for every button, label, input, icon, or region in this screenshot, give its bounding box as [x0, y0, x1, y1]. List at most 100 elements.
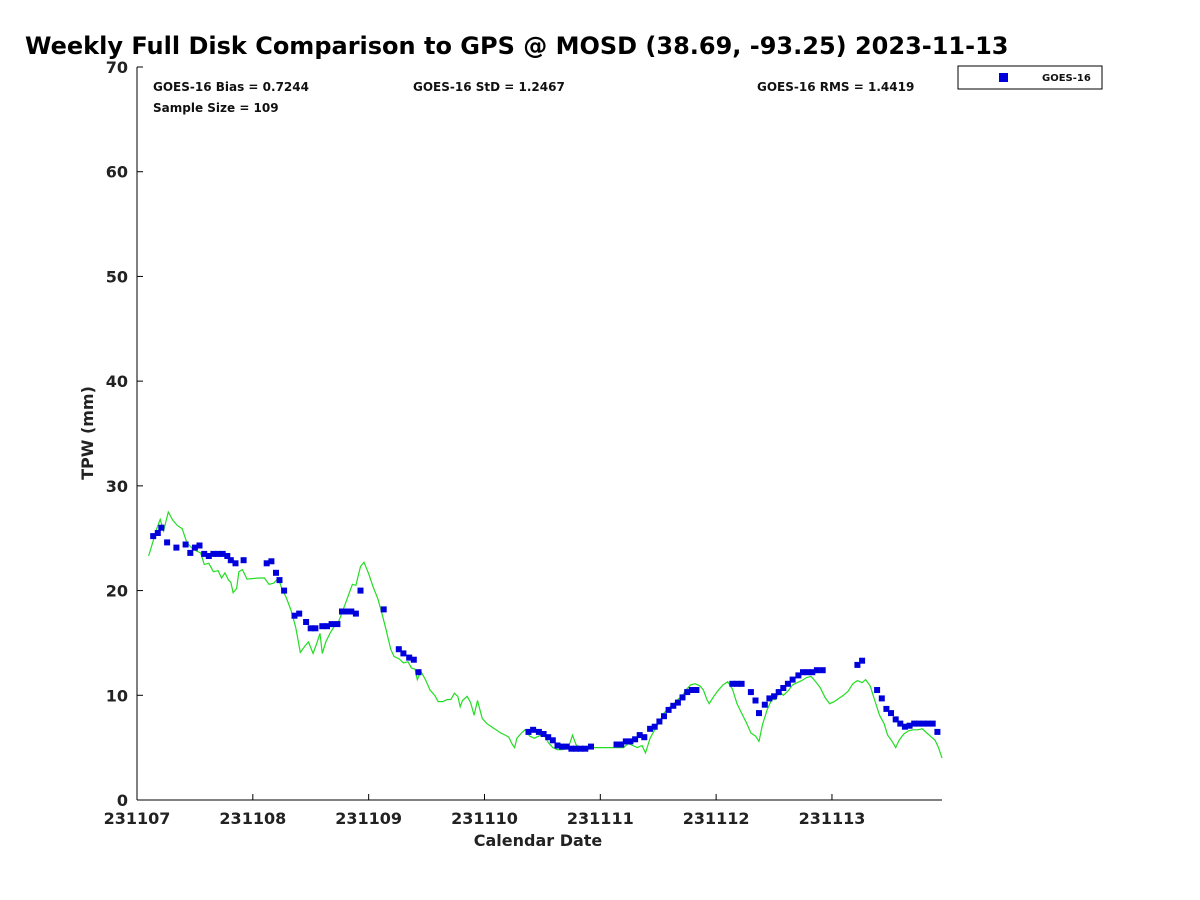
goes16-data-point: [191, 544, 198, 551]
chart-title: Weekly Full Disk Comparison to GPS @ MOS…: [25, 32, 1008, 60]
goes16-data-point: [688, 687, 695, 693]
goes16-data-point: [324, 623, 330, 630]
goes16-data-point: [210, 550, 217, 557]
legend-box: [957, 65, 1103, 90]
goes16-data-point: [227, 557, 234, 564]
goes16-data-point: [334, 621, 341, 628]
std-stat: GOES-16 StD = 1.2467: [413, 80, 565, 94]
goes16-data-point: [632, 736, 639, 743]
goes16-data-point: [588, 743, 594, 750]
goes16-data-point: [674, 699, 681, 706]
goes16-data-point: [934, 728, 941, 735]
y-tick-label: 10: [106, 686, 128, 705]
goes16-data-point: [684, 689, 691, 696]
x-axis-label: Calendar Date: [474, 831, 603, 850]
plot-area: 0 10 20 30 40 50 60 70 231107 231108 231109 231110…: [104, 58, 943, 828]
goes16-data-point: [641, 734, 648, 741]
legend-marker-goes16: [999, 73, 1008, 82]
goes16-data-point: [173, 544, 180, 551]
goes16-data-point: [915, 720, 922, 727]
y-tick-label: 70: [106, 58, 128, 77]
goes16-data-point: [348, 608, 355, 615]
goes16-data-point: [540, 731, 547, 737]
goes16-data-point: [679, 694, 686, 701]
goes16-data-point: [268, 558, 275, 565]
legend-label-goes16: GOES-16: [1042, 73, 1091, 84]
goes16-data-point: [582, 745, 589, 752]
goes16-data-point: [901, 723, 908, 730]
goes16-data-point: [263, 560, 270, 567]
goes16-series-points: [150, 524, 941, 752]
goes16-data-point: [352, 610, 359, 617]
x-tick-label: 231107: [104, 809, 171, 828]
sample-size-stat: Sample Size = 109: [153, 101, 279, 115]
goes16-data-point: [761, 701, 768, 708]
legend: GOES-16: [957, 65, 1103, 90]
goes16-data-point: [328, 621, 335, 628]
goes16-data-point: [651, 723, 658, 730]
goes16-data-point: [406, 654, 413, 661]
goes16-data-point: [883, 705, 890, 712]
goes16-data-point: [276, 577, 283, 584]
y-tick-label: 30: [106, 477, 128, 496]
bias-stat: GOES-16 Bias = 0.7244: [153, 80, 309, 94]
goes16-data-point: [627, 738, 634, 745]
rms-stat: GOES-16 RMS = 1.4419: [757, 80, 914, 94]
goes16-data-point: [665, 706, 672, 713]
x-tick-label: 231113: [799, 809, 866, 828]
goes16-data-point: [906, 722, 913, 729]
goes16-data-point: [766, 695, 773, 702]
goes16-data-point: [273, 569, 279, 576]
goes16-data-point: [874, 687, 881, 693]
goes16-data-point: [888, 710, 894, 717]
goes16-data-point: [296, 610, 303, 617]
goes16-data-point: [339, 608, 345, 615]
goes16-data-point: [656, 718, 663, 725]
goes16-data-point: [897, 720, 904, 727]
goes16-data-point: [800, 669, 806, 676]
goes16-data-point: [911, 720, 918, 727]
goes16-data-point: [400, 650, 407, 657]
goes16-data-point: [854, 661, 861, 668]
goes16-data-point: [219, 550, 226, 557]
goes16-data-point: [357, 587, 364, 594]
goes16-data-point: [636, 732, 643, 739]
goes16-data-point: [647, 725, 654, 732]
goes16-data-point: [925, 720, 932, 727]
goes16-data-point: [205, 553, 212, 559]
goes16-data-point: [809, 669, 816, 676]
goes16-data-point: [380, 606, 387, 613]
goes16-data-point: [859, 657, 866, 664]
goes16-data-point: [343, 608, 350, 615]
goes16-data-point: [215, 550, 222, 557]
goes16-data-point: [618, 741, 625, 748]
goes16-data-point: [549, 737, 556, 744]
x-tick-label: 231109: [335, 809, 402, 828]
y-tick-label: 50: [106, 267, 128, 286]
goes16-data-point: [920, 720, 927, 727]
goes16-data-point: [819, 667, 826, 674]
goes16-data-point: [813, 667, 820, 674]
goes16-data-point: [291, 612, 298, 619]
goes16-data-point: [224, 553, 231, 559]
y-tick-label: 60: [106, 163, 128, 182]
goes16-data-point: [395, 646, 402, 653]
goes16-data-point: [307, 625, 314, 632]
goes16-data-point: [410, 656, 417, 663]
goes16-data-point: [661, 713, 667, 720]
goes16-data-point: [878, 695, 885, 702]
goes16-data-point: [154, 530, 161, 536]
plot-frame: [137, 67, 942, 800]
goes16-data-point: [525, 728, 532, 735]
goes16-data-point: [929, 720, 936, 727]
goes16-data-point: [196, 542, 203, 549]
goes16-data-point: [530, 726, 537, 733]
goes16-data-point: [303, 619, 310, 625]
goes16-data-point: [756, 710, 762, 717]
goes16-data-point: [563, 743, 570, 750]
goes16-data-point: [729, 680, 736, 687]
x-tick-label: 231112: [683, 809, 750, 828]
goes16-data-point: [804, 669, 811, 676]
goes16-data-point: [545, 734, 552, 741]
